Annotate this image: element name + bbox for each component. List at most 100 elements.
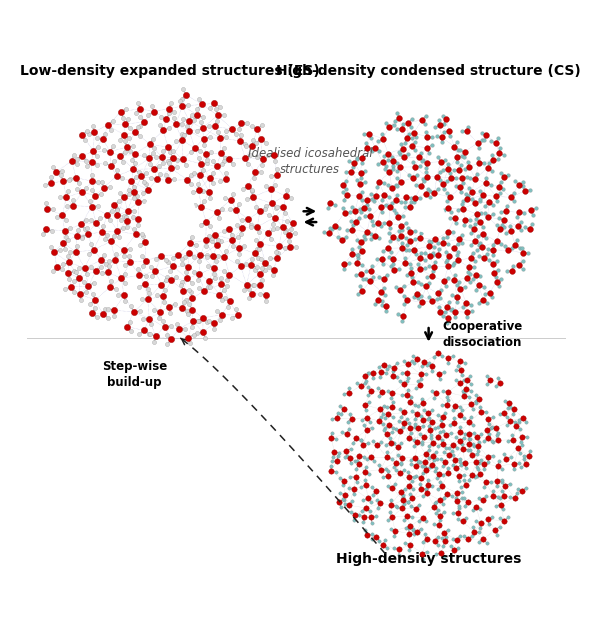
Point xyxy=(184,332,193,342)
Point xyxy=(418,155,428,165)
Point xyxy=(346,444,356,454)
Point xyxy=(514,207,524,217)
Point xyxy=(455,410,464,420)
Point xyxy=(352,456,362,467)
Point xyxy=(166,98,176,108)
Point xyxy=(500,491,509,501)
Point xyxy=(199,134,208,144)
Point xyxy=(401,253,410,263)
Point xyxy=(440,536,450,546)
Point xyxy=(508,243,517,253)
Point xyxy=(175,96,185,106)
Point xyxy=(261,181,271,191)
Point xyxy=(431,508,440,518)
Point xyxy=(412,249,421,260)
Point xyxy=(131,108,140,118)
Point xyxy=(164,257,173,267)
Point xyxy=(91,191,100,201)
Point xyxy=(242,280,251,290)
Point xyxy=(503,420,512,430)
Point xyxy=(328,456,337,467)
Point xyxy=(511,176,520,186)
Point xyxy=(441,442,451,453)
Point xyxy=(387,183,397,193)
Point xyxy=(122,142,131,152)
Point xyxy=(113,210,122,220)
Point xyxy=(400,515,409,525)
Point xyxy=(438,237,448,248)
Point xyxy=(500,481,510,491)
Point xyxy=(463,122,473,132)
Point xyxy=(129,193,139,203)
Point xyxy=(290,228,299,238)
Point xyxy=(187,322,197,332)
Point xyxy=(334,497,344,507)
Point xyxy=(269,265,279,275)
Point xyxy=(454,503,464,513)
Point xyxy=(194,269,204,279)
Point xyxy=(376,465,385,475)
Point xyxy=(163,142,173,153)
Point xyxy=(471,270,481,280)
Point xyxy=(340,389,349,399)
Point xyxy=(497,207,506,217)
Point xyxy=(280,208,290,218)
Point xyxy=(410,413,420,423)
Point xyxy=(513,484,523,494)
Point xyxy=(146,319,156,329)
Point xyxy=(519,451,529,461)
Point xyxy=(423,413,433,423)
Point xyxy=(456,460,466,470)
Point xyxy=(479,482,489,492)
Point xyxy=(438,470,448,480)
Point xyxy=(465,221,475,231)
Point xyxy=(492,277,502,287)
Point xyxy=(392,465,401,475)
Point xyxy=(427,296,437,306)
Point xyxy=(359,517,368,527)
Point xyxy=(163,175,173,185)
Point xyxy=(377,411,386,422)
Point xyxy=(443,159,453,169)
Point xyxy=(134,270,144,280)
Point xyxy=(125,123,134,134)
Point xyxy=(383,470,393,480)
Point xyxy=(385,229,394,239)
Point xyxy=(428,438,437,448)
Point xyxy=(239,241,249,251)
Point xyxy=(404,432,414,442)
Point xyxy=(474,298,484,308)
Point xyxy=(169,107,178,117)
Point xyxy=(439,367,449,377)
Point xyxy=(377,299,386,310)
Point xyxy=(497,220,507,230)
Point xyxy=(409,292,418,302)
Point xyxy=(395,162,405,172)
Point xyxy=(389,439,398,449)
Point xyxy=(64,175,74,185)
Point xyxy=(332,456,342,466)
Point xyxy=(387,512,397,522)
Point xyxy=(494,154,503,165)
Point xyxy=(167,163,176,173)
Point xyxy=(209,98,219,108)
Point xyxy=(248,280,257,291)
Point xyxy=(149,143,159,153)
Point xyxy=(415,456,424,467)
Point xyxy=(271,156,280,166)
Point xyxy=(371,532,381,542)
Point xyxy=(121,278,130,288)
Point xyxy=(483,451,493,461)
Point xyxy=(278,202,288,212)
Point xyxy=(463,194,472,204)
Point xyxy=(124,114,133,124)
Point xyxy=(119,192,129,203)
Point xyxy=(345,409,355,419)
Point xyxy=(411,503,421,513)
Point xyxy=(347,202,357,212)
Point xyxy=(360,371,370,381)
Point xyxy=(191,240,200,250)
Point xyxy=(374,536,384,546)
Point xyxy=(495,143,505,153)
Point xyxy=(257,275,267,285)
